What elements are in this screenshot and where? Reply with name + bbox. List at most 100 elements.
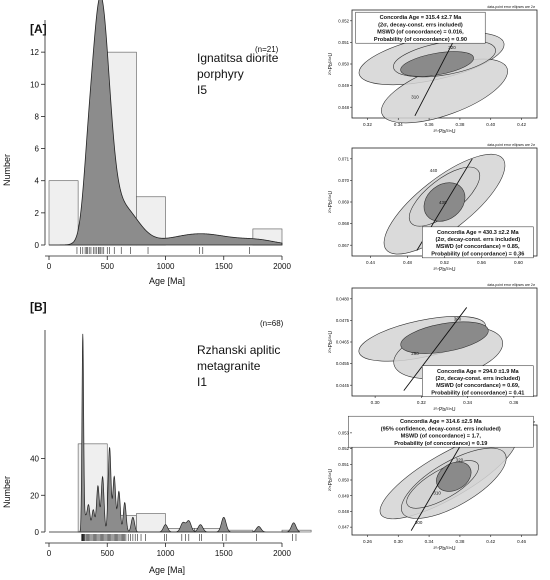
concordia-x-tick-label-0: 0.26: [363, 539, 372, 544]
error-ellipse-3: [400, 51, 474, 77]
y-tick-label-2: 4: [35, 177, 40, 186]
concordia-result-line-3: Probability (of concordance) = 0.19: [394, 441, 487, 447]
panel-a-rug: [76, 247, 250, 254]
concordia-y-tick-label-4: 0.0445: [336, 383, 350, 388]
panel-a-n-label: (n=21): [255, 45, 279, 54]
concordia-y-tick-label-2: 0.069: [338, 200, 349, 205]
panel-b-sample-line-1: Rzhanski aplitic: [197, 343, 280, 357]
error-ellipse-2: [400, 321, 489, 354]
concordia-result-line-3: Probability (of concordance) = 0.36: [431, 251, 524, 257]
concordia-result-line-1: (2σ, decay-const. errs included): [435, 376, 520, 382]
panel-a-histogram: [A] (n=21) Ignatitsa diorite porphyry I5…: [2, 0, 291, 286]
concordia-xlabel: ²⁰⁷Pb/²³⁵U: [434, 129, 456, 135]
concordia-result-line-1: (2σ, decay-const. errs included): [435, 237, 520, 243]
concordia-result-box: [422, 365, 534, 398]
concordia-x-tick-label-0: 0.30: [371, 400, 380, 405]
panel-b-tag: [B]: [30, 300, 47, 314]
y-tick-label-6: 12: [30, 48, 39, 57]
concordia-result-line-2: MSWD (of concordance) = 0.69,: [436, 383, 520, 389]
concordia-y-tick-label-1: 0.051: [338, 40, 349, 45]
x-tick-label-0: 0: [47, 262, 52, 271]
concordia-y-tick-label-0: 0.0480: [336, 296, 350, 301]
panel-b-sample-line-3: I1: [197, 375, 207, 389]
concordia-y-tick-label-2: 0.0465: [336, 340, 350, 345]
concordia-age-marker-2: 300: [415, 520, 423, 525]
concordia-y-tick-label-0: 0.052: [338, 18, 349, 23]
concordia-panel-3: data-point error ellipses are 2σ 300 290 Co…: [328, 283, 538, 413]
concordia-ylabel: ²⁰⁶Pb/²³⁸U: [328, 52, 334, 75]
concordia-result-line-0: Concordia Age = 430.3 ±2.2 Ma: [437, 230, 520, 236]
concordia-age-marker-0: 300: [454, 316, 462, 321]
panel-b-sample-line-2: metagranite: [197, 359, 261, 373]
concordia-x-tick-label-1: 0.32: [417, 400, 426, 405]
concordia-ylabel: ²⁰⁶Pb/²³⁸U: [328, 190, 334, 213]
concordia-panel-2: data-point error ellipses are 2σ 440 430 Co…: [328, 143, 538, 273]
concordia-result-line-2: MSWD (of concordance) = 0.016,: [377, 30, 464, 36]
concordia-age-marker-1: 310: [433, 490, 441, 495]
concordia-x-tick-label-3: 0.36: [509, 400, 518, 405]
concordia-y-tick-label-4: 0.048: [338, 105, 349, 110]
concordia-result-line-0: Concordia Age = 314.6 ±2.5 Ma: [400, 419, 483, 425]
histogram-bar-0: [48, 180, 79, 246]
concordia-x-tick-label-3: 0.56: [477, 260, 486, 265]
concordia-y-tick-label-1: 0.052: [338, 446, 349, 451]
concordia-x-tick-label-2: 0.34: [463, 400, 472, 405]
concordia-ylabel: ²⁰⁶Pb/²³⁸U: [328, 330, 334, 353]
concordia-curve: [410, 431, 469, 531]
x-tick-label-0: 0: [47, 549, 52, 558]
concordia-result-line-1: (2σ, decay-const. errs included): [378, 22, 463, 28]
x-tick-label-3: 1500: [215, 549, 233, 558]
concordia-panel-4: data-point error ellipses are 2σ32031030…: [328, 415, 538, 552]
panel-a-axes: 0 500 1000 1500 2000 0 2 4 6 8 10 12: [30, 20, 291, 271]
concordia-x-tick-label-4: 0.42: [486, 539, 495, 544]
concordia-header: data-point error ellipses are 2σ: [487, 283, 536, 287]
concordia-x-tick-label-4: 0.60: [514, 260, 523, 265]
histogram-bar-2: [136, 513, 166, 533]
error-ellipse-2: [423, 182, 466, 222]
concordia-age-marker-1: 290: [411, 351, 419, 356]
concordia-y-tick-label-1: 0.0475: [336, 318, 350, 323]
concordia-x-tick-label-3: 0.38: [455, 539, 464, 544]
concordia-age-marker-1: 310: [411, 95, 419, 100]
panel-b-density-curve: [49, 333, 300, 533]
concordia-y-tick-label-2: 0.051: [338, 462, 349, 467]
concordia-result-line-3: Probability (of concordance) = 0.41: [431, 390, 524, 396]
panel-b-rug: [81, 534, 297, 541]
concordia-x-tick-label-2: 0.52: [440, 260, 449, 265]
concordia-y-tick-label-0: 0.071: [338, 156, 349, 161]
panel-a-sample-line-3: I5: [197, 83, 207, 97]
concordia-result-line-0: Concordia Age = 315.4 ±2.7 Ma: [380, 15, 463, 21]
concordia-panel-1: data-point error ellipses are 2σ 320 310 Co…: [328, 5, 538, 135]
y-tick-label-0: 0: [35, 528, 40, 537]
x-tick-label-2: 1000: [157, 549, 175, 558]
concordia-x-tick-label-2: 0.36: [425, 122, 434, 127]
x-tick-label-1: 500: [101, 549, 115, 558]
concordia-y-tick-label-3: 0.050: [338, 478, 349, 483]
x-tick-label-2: 1000: [157, 262, 175, 271]
concordia-y-tick-label-5: 0.048: [338, 509, 349, 514]
concordia-age-marker-1: 430: [439, 200, 447, 205]
panel-b-histogram: [B] (n=68) Rzhanski aplitic metagranite …: [2, 300, 312, 575]
concordia-y-tick-label-3: 0.0455: [336, 361, 350, 366]
panel-b-n-label: (n=68): [260, 319, 284, 328]
concordia-x-tick-label-5: 0.42: [517, 122, 526, 127]
panel-a-density-curve: [49, 0, 283, 246]
concordia-x-tick-label-2: 0.34: [425, 539, 434, 544]
x-tick-label-4: 2000: [273, 262, 291, 271]
concordia-xlabel: ²⁰⁷Pb/²³⁵U: [434, 546, 456, 552]
panel-b-axes: 0 500 1000 1500 2000 0 20 40: [30, 330, 291, 558]
concordia-age-marker-0: 320: [456, 457, 464, 462]
concordia-result-line-2: MSWD (of concordance) = 1.7,: [401, 434, 482, 440]
concordia-result-line-0: Concordia Age = 294.0 ±1.9 Ma: [437, 369, 520, 375]
concordia-result-line-3: Probability (of concordance) = 0.90: [374, 37, 467, 43]
x-tick-label-1: 500: [101, 262, 115, 271]
concordia-xlabel: ²⁰⁷Pb/²³⁵U: [434, 407, 456, 413]
concordia-result-line-2: MSWD (of concordance) = 0.85,: [436, 244, 520, 250]
concordia-y-tick-label-0: 0.053: [338, 430, 349, 435]
concordia-y-tick-label-1: 0.070: [338, 178, 349, 183]
y-tick-label-1: 20: [30, 491, 39, 500]
concordia-x-tick-label-0: 0.44: [366, 260, 375, 265]
panel-a-xlabel: Age [Ma]: [149, 276, 185, 286]
panel-a-sample-line-1: Ignatitsa diorite: [197, 51, 279, 65]
